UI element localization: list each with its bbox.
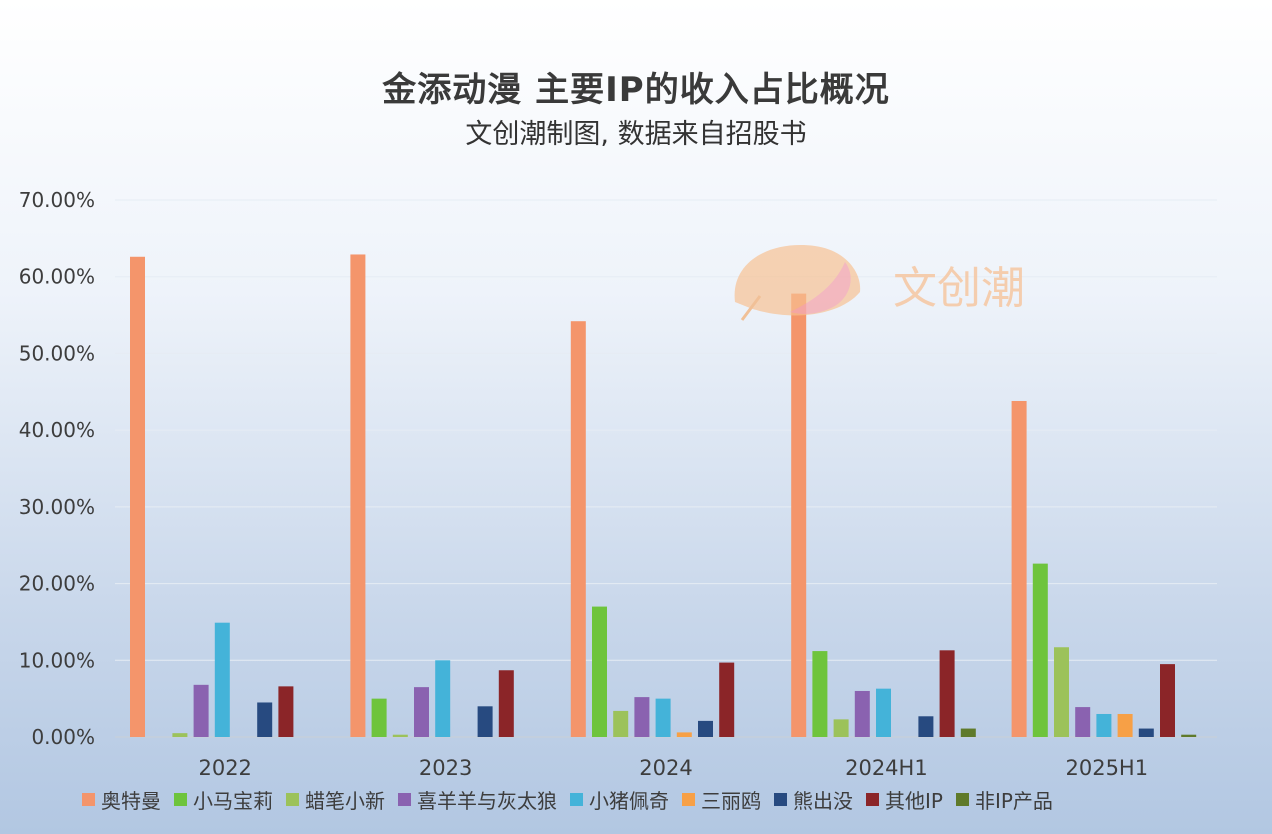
legend-item: 熊出没: [774, 785, 853, 814]
bar: [918, 716, 934, 737]
legend-swatch: [682, 793, 695, 806]
bar: [1160, 664, 1175, 737]
bar: [791, 293, 807, 737]
chart-subtitle: 文创潮制图, 数据来自招股书: [465, 119, 807, 150]
bar: [960, 728, 976, 737]
legend-label: 三丽鸥: [701, 789, 761, 813]
legend-label: 熊出没: [793, 789, 853, 813]
bar: [1138, 728, 1154, 737]
bar: [812, 651, 828, 737]
legend-swatch: [398, 793, 411, 806]
y-tick-label: 50.00%: [19, 341, 95, 365]
legend-swatch: [286, 793, 299, 806]
y-tick-label: 60.00%: [19, 265, 95, 289]
bar: [1117, 713, 1133, 737]
x-tick-label: 2024H1: [845, 756, 928, 780]
x-tick-label: 2022: [198, 756, 251, 780]
x-tick-label: 2025H1: [1065, 756, 1148, 780]
bar: [570, 321, 586, 737]
bar: [1181, 734, 1197, 737]
bar: [214, 622, 230, 737]
legend-item: 其他IP: [866, 785, 943, 814]
legend-swatch: [866, 793, 879, 806]
bar: [592, 606, 607, 737]
watermark-logo: 文创潮: [734, 245, 1025, 321]
y-tick-label: 30.00%: [19, 495, 95, 519]
legend-label: 蜡笔小新: [305, 789, 385, 813]
bar: [613, 710, 629, 737]
bar: [698, 720, 713, 737]
legend-label: 小猪佩奇: [589, 789, 669, 813]
legend-label: 喜羊羊与灰太狼: [417, 789, 557, 813]
bar: [1096, 713, 1112, 737]
x-axis-labels: 2022 2023 2024 2024H1 2025H1: [198, 756, 1148, 780]
bars: [130, 254, 1197, 737]
y-tick-label: 0.00%: [31, 725, 95, 749]
legend-item: 蜡笔小新: [286, 785, 385, 814]
bar: [257, 702, 273, 737]
watermark-stem-icon: [740, 295, 762, 321]
legend-item: 小猪佩奇: [570, 785, 669, 814]
bar: [193, 684, 209, 737]
y-tick-label: 40.00%: [19, 418, 95, 442]
legend-swatch: [955, 793, 969, 806]
bar: [350, 254, 366, 737]
gridlines: [115, 199, 1217, 738]
bar: [172, 733, 188, 737]
x-tick-label: 2024: [639, 756, 692, 780]
legend-swatch: [570, 793, 583, 806]
legend: 奥特曼 小马宝莉 蜡笔小新 喜羊羊与灰太狼 小猪佩奇 三丽鸥 熊出没 其他IP 非IP产品: [82, 785, 1262, 814]
bar: [833, 719, 849, 737]
bar: [498, 670, 514, 737]
bar: [278, 686, 294, 737]
watermark-text: 文创潮: [893, 263, 1025, 314]
legend-swatch: [174, 793, 187, 806]
y-tick-label: 70.00%: [19, 188, 95, 212]
bar: [876, 688, 891, 737]
bar: [676, 732, 692, 737]
bar: [371, 698, 387, 737]
watermark-stripe-icon: [790, 262, 851, 314]
legend-item: 喜羊羊与灰太狼: [398, 785, 557, 814]
bar: [1011, 400, 1027, 737]
bar: [1054, 647, 1069, 737]
chart-title: 金添动漫 主要IP的收入占比概况: [382, 70, 890, 110]
bar: [435, 660, 451, 737]
legend-swatch: [774, 793, 787, 806]
bar: [477, 706, 493, 737]
legend-label: 奥特曼: [101, 789, 161, 813]
legend-label: 小马宝莉: [193, 789, 273, 813]
bar: [719, 662, 735, 737]
legend-label: 其他IP: [885, 789, 943, 813]
legend-label: 非IP产品: [974, 789, 1053, 813]
legend-item: 小马宝莉: [174, 785, 273, 814]
bar: [854, 690, 870, 737]
bar: [1075, 707, 1091, 737]
y-axis-labels: 0.00% 10.00% 20.00% 30.00% 40.00% 50.00% 60.00…: [19, 188, 95, 749]
y-tick-label: 20.00%: [19, 572, 95, 596]
bar: [1032, 563, 1048, 737]
bar: [392, 734, 408, 737]
bar: [414, 687, 429, 737]
legend-swatch: [82, 793, 95, 806]
bar: [655, 698, 671, 737]
x-tick-label: 2023: [419, 756, 472, 780]
legend-item: 奥特曼: [82, 785, 161, 814]
bar: [130, 256, 145, 737]
bar: [634, 697, 650, 737]
y-tick-label: 10.00%: [19, 648, 95, 672]
legend-item: 三丽鸥: [682, 785, 761, 814]
bar: [939, 650, 955, 737]
legend-item: 非IP产品: [955, 785, 1053, 814]
